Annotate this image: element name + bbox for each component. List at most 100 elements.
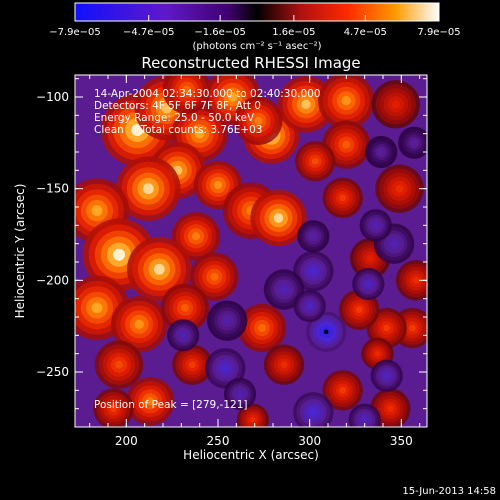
- heat-blob-ring: [228, 92, 238, 102]
- heat-blob-ring: [131, 124, 144, 136]
- heat-blob-39: [322, 370, 363, 411]
- heat-blob-53: [370, 359, 403, 392]
- heat-blob-ring: [210, 272, 219, 281]
- heat-blob-ring: [134, 319, 144, 329]
- heat-blob-ring: [188, 361, 196, 369]
- colorbar-tick-label: −1.6e−05: [194, 27, 246, 38]
- heat-blob-ring: [383, 324, 391, 332]
- colorbar-bar: [74, 2, 440, 22]
- heat-blob-37: [237, 303, 287, 353]
- heat-blob-6: [277, 76, 335, 133]
- heat-blob-57: [398, 126, 427, 159]
- heat-blob-ring: [115, 360, 123, 369]
- y-tick-label: −100: [36, 90, 69, 104]
- heat-blob-ring: [391, 100, 400, 109]
- heat-blob-52: [223, 377, 257, 411]
- heat-blob-7: [234, 96, 283, 145]
- heat-blob-ring: [386, 405, 394, 413]
- heat-blob-ring: [339, 194, 347, 202]
- heat-blob-ring: [309, 408, 317, 416]
- heat-blob-23: [126, 377, 175, 426]
- heat-blob-ring: [311, 157, 319, 165]
- heat-blob-ring: [142, 183, 154, 195]
- heat-blob-ring: [195, 129, 205, 139]
- heat-blob-ring: [373, 222, 379, 228]
- heat-blob-55: [348, 403, 381, 427]
- colorbar-ticks: −7.9e−05 −4.7e−05 −1.6e−05 1.6e−05 4.7e−05 7.…: [49, 15, 461, 38]
- heat-blob-45: [293, 289, 326, 323]
- plot-area: 200 250 300 350 −100 −150 −200 −250 14-Apr-200…: [36, 74, 428, 448]
- markers: [323, 329, 329, 334]
- x-axis-label: Heliocentric X (arcsec): [183, 448, 319, 462]
- colorbar-tick-label: 4.7e−05: [344, 27, 387, 38]
- heat-blob-ring: [412, 276, 420, 284]
- heat-blob-ring: [366, 254, 374, 262]
- colorbar-tick-label: −7.9e−05: [49, 27, 101, 38]
- minimum-marker: [323, 329, 329, 334]
- y-axis-label: Heliocentric Y (arcsec): [13, 184, 27, 319]
- heat-blob-ring: [301, 99, 311, 110]
- heat-blob-58: [365, 135, 398, 169]
- heat-blob-ring: [309, 267, 317, 275]
- heat-blob-20: [160, 283, 210, 332]
- heat-blob-ring: [180, 332, 186, 338]
- heat-blob-ring: [254, 116, 263, 125]
- heat-blob-31: [295, 141, 336, 182]
- x-tick-label: 200: [115, 434, 138, 448]
- heat-blob-ring: [250, 417, 256, 423]
- colorbar-units-label: (photons cm⁻² s⁻¹ asec⁻²): [192, 41, 321, 52]
- heat-blob-34: [366, 307, 407, 349]
- heat-blob-43: [263, 269, 305, 310]
- heat-blob-54: [293, 392, 334, 427]
- heat-blob-ring: [192, 232, 200, 241]
- annotation-peak-position: Position of Peak = [279,-121]: [94, 399, 248, 411]
- heat-blob-28: [371, 80, 420, 129]
- heat-blob-12: [250, 189, 307, 247]
- y-tick-label: −150: [36, 182, 69, 196]
- heat-blob-25: [318, 75, 375, 129]
- heat-blob-ring: [221, 364, 229, 372]
- annotation-detectors: Detectors: 4F 5F 6F 7F 8F, Att 0: [94, 100, 261, 112]
- heat-blob-ring: [395, 184, 404, 193]
- heat-blob-ring: [341, 96, 351, 106]
- heat-blob-3: [162, 75, 211, 114]
- heat-blob-21: [94, 340, 144, 389]
- heat-blob-ring: [110, 405, 117, 413]
- heat-blob-32: [395, 260, 427, 301]
- y-tick-label: −250: [36, 365, 69, 379]
- heat-blob-29: [375, 164, 424, 213]
- heat-blob-ring: [408, 324, 416, 332]
- heat-blob-19: [111, 296, 168, 353]
- heat-blob-ring: [146, 397, 155, 406]
- colorbar-tick-label: −4.7e−05: [123, 27, 175, 38]
- heat-blob-ring: [339, 386, 347, 394]
- heat-blob-50: [207, 300, 248, 341]
- heat-blob-ring: [342, 140, 351, 149]
- y-tick-label: −200: [36, 273, 69, 287]
- heat-blob-ring: [113, 248, 125, 261]
- heat-blob-ring: [411, 140, 417, 146]
- x-tick-label: 300: [298, 434, 321, 448]
- heat-blob-ring: [280, 361, 288, 369]
- annotation-clean-counts: Clean Total counts: 3.76E+03: [94, 124, 263, 136]
- heat-blob-ring: [237, 391, 243, 397]
- heat-blob-ring: [362, 417, 368, 423]
- x-tick-label: 250: [207, 434, 230, 448]
- heat-blob-ring: [355, 306, 363, 314]
- heat-blob-ring: [280, 286, 288, 293]
- heat-blob-ring: [153, 263, 165, 275]
- heat-blob-17: [190, 252, 239, 301]
- heat-blob-ring: [182, 85, 191, 94]
- heat-blob-ring: [91, 205, 103, 217]
- heat-blob-ring: [390, 240, 398, 248]
- heat-blob-ring: [91, 302, 103, 314]
- heat-blob-27: [322, 177, 363, 218]
- colorbar-tick-label: 1.6e−05: [272, 27, 315, 38]
- y-axis-ticks: −100 −150 −200 −250: [36, 78, 427, 428]
- heat-blob-48: [359, 209, 392, 242]
- heat-blob-42: [293, 251, 334, 292]
- annotation-time-range: 14-Apr-2004 02:34:30.000 to 02:40:30.000: [94, 88, 321, 100]
- heat-blob-ring: [273, 213, 284, 223]
- heat-blob-9: [116, 156, 181, 221]
